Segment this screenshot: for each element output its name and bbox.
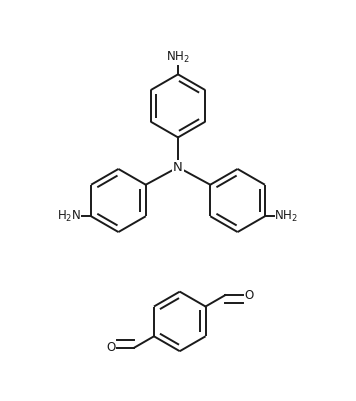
Text: O: O <box>244 289 253 302</box>
Text: N: N <box>173 161 183 174</box>
Text: NH$_2$: NH$_2$ <box>166 50 190 65</box>
Text: NH$_2$: NH$_2$ <box>274 209 298 224</box>
Text: O: O <box>106 341 115 354</box>
Text: H$_2$N: H$_2$N <box>58 209 82 224</box>
